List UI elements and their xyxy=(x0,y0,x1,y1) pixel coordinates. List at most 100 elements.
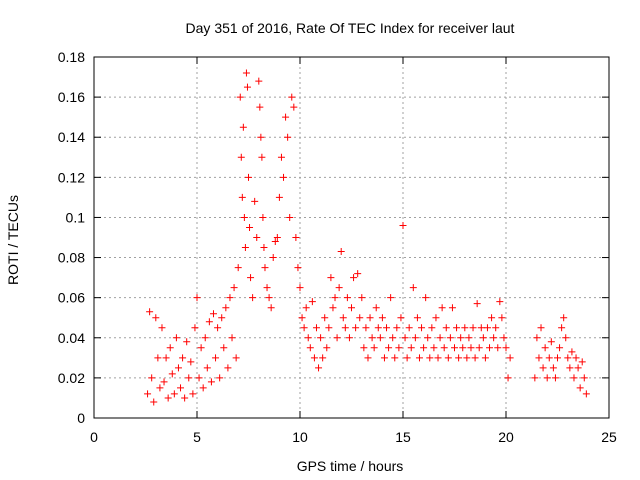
data-point xyxy=(261,264,269,272)
data-points xyxy=(144,69,590,406)
data-point xyxy=(292,234,300,241)
data-point xyxy=(477,324,485,332)
data-point xyxy=(290,103,298,111)
data-point xyxy=(438,304,446,312)
data-point xyxy=(329,304,337,312)
data-point xyxy=(160,378,168,386)
data-point xyxy=(199,384,207,392)
data-point xyxy=(415,354,423,362)
data-point xyxy=(241,244,249,252)
data-point xyxy=(475,344,483,352)
data-point xyxy=(166,344,174,352)
data-point xyxy=(568,348,576,356)
data-point xyxy=(358,294,366,302)
data-point xyxy=(170,390,178,398)
data-point xyxy=(558,324,566,332)
data-point xyxy=(535,354,543,362)
data-point xyxy=(258,153,266,161)
data-point xyxy=(504,374,512,382)
data-point xyxy=(453,324,461,332)
data-point xyxy=(494,344,502,352)
data-point xyxy=(294,264,302,272)
data-point xyxy=(284,133,292,141)
data-point xyxy=(541,344,549,352)
data-point xyxy=(413,314,421,322)
data-point xyxy=(418,324,426,332)
data-point xyxy=(354,270,362,278)
data-point xyxy=(549,364,557,372)
data-point xyxy=(242,69,250,77)
data-point xyxy=(430,344,438,352)
data-point xyxy=(533,334,541,342)
data-point xyxy=(275,193,283,201)
data-point xyxy=(203,364,211,372)
data-point xyxy=(298,314,306,322)
data-point xyxy=(317,334,325,342)
data-point xyxy=(201,334,209,342)
data-point xyxy=(490,334,498,342)
data-point xyxy=(238,193,246,201)
data-point xyxy=(253,234,261,241)
y-tick-label: 0.18 xyxy=(58,49,85,65)
data-point xyxy=(315,364,323,372)
data-point xyxy=(539,364,547,372)
y-tick-label: 0.06 xyxy=(58,290,85,306)
data-point xyxy=(498,314,506,322)
data-point xyxy=(455,354,463,362)
data-point xyxy=(397,314,405,322)
data-point xyxy=(310,354,318,362)
data-point xyxy=(257,133,265,141)
y-tick-label: 0.02 xyxy=(58,370,85,386)
data-point xyxy=(405,324,413,332)
data-point xyxy=(372,304,380,312)
data-point xyxy=(209,310,217,318)
data-point xyxy=(300,324,308,332)
data-point xyxy=(465,334,473,342)
data-point xyxy=(496,298,504,306)
data-point xyxy=(350,274,358,282)
data-point xyxy=(339,314,347,322)
data-point xyxy=(383,324,391,332)
data-point xyxy=(271,238,279,246)
data-point xyxy=(286,213,294,221)
data-point xyxy=(393,324,401,332)
data-point xyxy=(473,300,481,308)
data-point xyxy=(148,374,156,382)
data-point xyxy=(195,374,203,382)
data-point xyxy=(564,354,572,362)
data-point xyxy=(409,284,417,292)
data-point xyxy=(183,338,191,346)
data-point xyxy=(570,374,578,382)
data-point xyxy=(269,254,277,262)
data-point xyxy=(337,248,345,256)
data-point xyxy=(251,197,259,205)
data-point xyxy=(226,294,234,302)
data-point xyxy=(574,364,582,372)
data-point xyxy=(168,370,176,378)
data-point xyxy=(296,284,304,292)
data-point xyxy=(255,77,263,85)
data-point xyxy=(177,384,185,392)
data-point xyxy=(282,113,290,121)
data-point xyxy=(331,294,339,302)
data-point xyxy=(277,153,285,161)
data-point xyxy=(191,324,199,332)
data-point xyxy=(422,294,430,302)
data-point xyxy=(506,354,514,362)
data-point xyxy=(560,314,568,322)
data-point xyxy=(162,354,170,362)
data-point xyxy=(243,83,251,91)
data-point xyxy=(531,374,539,382)
data-point xyxy=(436,334,444,342)
x-axis-ticks: 0 5 10 15 20 25 xyxy=(90,57,617,445)
data-point xyxy=(304,334,312,342)
data-point xyxy=(403,354,411,362)
data-point xyxy=(249,294,257,302)
data-point xyxy=(391,354,399,362)
data-point xyxy=(428,324,436,332)
data-point xyxy=(247,274,255,282)
y-tick-label: 0 xyxy=(77,410,85,426)
data-point xyxy=(457,334,465,342)
data-point xyxy=(156,384,164,392)
data-point xyxy=(537,324,545,332)
